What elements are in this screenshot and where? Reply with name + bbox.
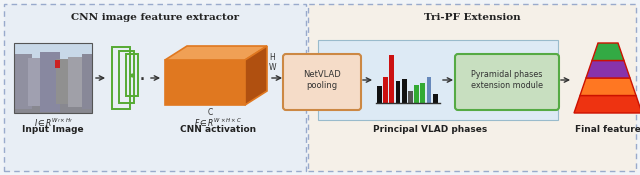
Bar xyxy=(56,59,72,104)
Polygon shape xyxy=(165,60,245,105)
Bar xyxy=(420,83,425,103)
Text: CNN activation: CNN activation xyxy=(180,125,256,134)
Polygon shape xyxy=(586,61,630,78)
Bar xyxy=(119,51,134,103)
Bar xyxy=(112,47,130,109)
Polygon shape xyxy=(592,43,624,61)
Bar xyxy=(14,43,92,82)
Text: CNN image feature extractor: CNN image feature extractor xyxy=(71,13,239,22)
Text: NetVLAD
pooling: NetVLAD pooling xyxy=(303,70,341,90)
Bar xyxy=(14,43,92,113)
Bar xyxy=(383,77,388,103)
Bar xyxy=(396,81,401,103)
Polygon shape xyxy=(580,78,636,96)
Polygon shape xyxy=(574,96,640,113)
Bar xyxy=(408,91,413,103)
Bar xyxy=(68,57,86,107)
Text: Input Image: Input Image xyxy=(22,125,84,134)
Text: $I \in R^{W\prime \times H\prime}$: $I \in R^{W\prime \times H\prime}$ xyxy=(34,117,72,129)
Text: W: W xyxy=(269,62,276,72)
FancyBboxPatch shape xyxy=(283,54,361,110)
Bar xyxy=(377,86,382,103)
FancyBboxPatch shape xyxy=(4,4,306,171)
Bar xyxy=(28,58,43,106)
Bar xyxy=(14,54,32,109)
Bar xyxy=(126,54,138,96)
FancyBboxPatch shape xyxy=(455,54,559,110)
Bar xyxy=(55,60,60,68)
Bar xyxy=(389,55,394,103)
Bar xyxy=(427,77,431,103)
Text: Tri-PF Extension: Tri-PF Extension xyxy=(424,13,520,22)
FancyBboxPatch shape xyxy=(318,40,558,120)
Text: C: C xyxy=(207,108,212,117)
Bar xyxy=(82,54,92,109)
FancyBboxPatch shape xyxy=(308,4,636,171)
Bar xyxy=(414,85,419,103)
Text: Final feature: Final feature xyxy=(575,125,640,134)
Text: Pyramidal phases
extension module: Pyramidal phases extension module xyxy=(471,70,543,90)
Bar xyxy=(433,94,438,103)
Text: $F \in R^{W \times H \times C}$: $F \in R^{W \times H \times C}$ xyxy=(194,117,242,129)
Bar xyxy=(40,51,60,111)
Polygon shape xyxy=(165,46,267,60)
Text: Principal VLAD phases: Principal VLAD phases xyxy=(373,125,487,134)
Polygon shape xyxy=(245,46,267,105)
Bar xyxy=(14,82,92,113)
Bar xyxy=(402,79,406,103)
Text: H: H xyxy=(269,52,275,61)
Text: ·: · xyxy=(138,70,145,90)
